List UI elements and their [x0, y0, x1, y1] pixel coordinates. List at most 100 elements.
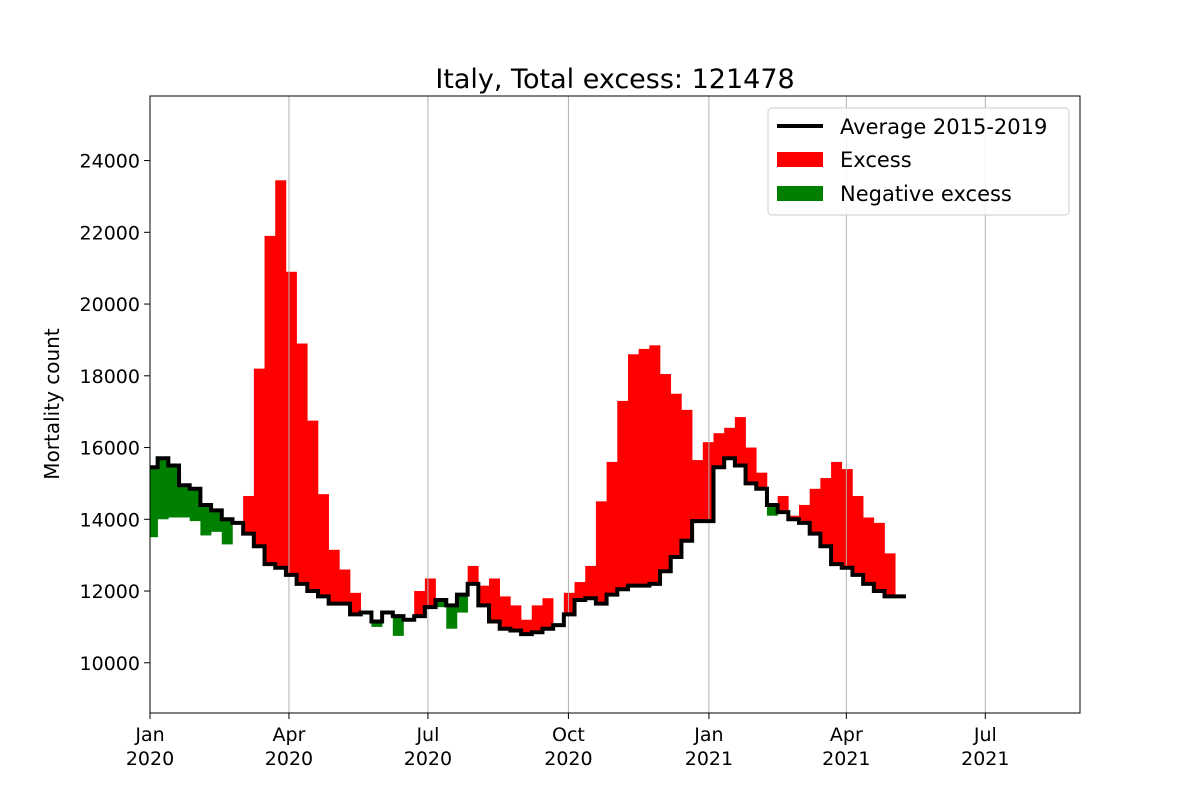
- excess-bar: [745, 447, 757, 484]
- excess-bar: [809, 488, 821, 534]
- legend-label-average: Average 2015-2019: [840, 115, 1047, 139]
- x-tick-label-year: 2020: [404, 748, 452, 770]
- x-tick-label-month: Apr: [830, 724, 863, 746]
- excess-bar: [884, 553, 896, 597]
- excess-bar: [521, 619, 533, 635]
- y-tick-label: 12000: [80, 581, 140, 603]
- x-tick-label-month: Apr: [273, 724, 306, 746]
- excess-bar: [670, 393, 682, 557]
- excess-bar: [296, 343, 308, 584]
- negative-excess-bar: [211, 510, 223, 532]
- x-tick-label-month: Jan: [693, 724, 723, 746]
- excess-bar: [627, 354, 639, 586]
- excess-bar: [264, 235, 276, 565]
- legend-swatch-excess: [777, 152, 823, 167]
- excess-bar: [863, 517, 875, 584]
- axis-ticks: 10000 12000 14000 16000 18000 20000 22000 24000…: [80, 151, 1010, 770]
- legend-label-negative-excess: Negative excess: [840, 182, 1012, 206]
- average-2015-2019-line: [150, 456, 906, 637]
- x-tick-label-year: 2021: [961, 748, 1009, 770]
- negative-excess-bar: [221, 519, 233, 545]
- bars-layer: [150, 180, 896, 636]
- legend-swatch-negative-excess: [777, 186, 823, 201]
- chart-title: Italy, Total excess: 121478: [435, 64, 794, 95]
- excess-bar: [595, 501, 607, 604]
- y-tick-label: 20000: [80, 294, 140, 316]
- excess-bar: [799, 504, 810, 523]
- excess-bar: [617, 400, 629, 590]
- negative-excess-bar: [456, 594, 468, 613]
- excess-bar: [841, 469, 853, 568]
- excess-bar: [285, 271, 297, 575]
- average-line-layer: [150, 456, 906, 637]
- excess-bar: [531, 605, 543, 633]
- excess-bar: [724, 427, 736, 459]
- x-tick-label-month: Jan: [134, 724, 164, 746]
- negative-excess-bar: [446, 605, 458, 629]
- negative-excess-bar: [435, 600, 447, 608]
- x-tick-label-year: 2021: [685, 748, 733, 770]
- excess-bar: [243, 495, 255, 534]
- excess-bar: [756, 472, 768, 489]
- excess-bar: [777, 495, 789, 513]
- excess-bar: [317, 494, 329, 597]
- excess-bar: [350, 592, 362, 615]
- excess-bar: [574, 582, 586, 601]
- x-tick-label-month: Jul: [973, 724, 997, 746]
- excess-bar: [831, 461, 843, 565]
- excess-bar: [606, 461, 618, 595]
- y-tick-label: 18000: [80, 366, 140, 388]
- excess-bar: [638, 348, 650, 586]
- excess-bar: [734, 417, 746, 466]
- plot-frame: [149, 95, 1081, 714]
- y-tick-label: 14000: [80, 509, 140, 531]
- x-tick-label-year: 2020: [265, 748, 313, 770]
- legend-box: [767, 107, 1070, 216]
- negative-excess-bar: [150, 467, 158, 538]
- excess-bar: [681, 409, 693, 541]
- y-tick-label: 10000: [80, 653, 140, 675]
- x-tick-label-year: 2020: [126, 748, 174, 770]
- y-tick-label: 24000: [80, 151, 140, 173]
- excess-bar: [873, 522, 885, 592]
- excess-bar: [328, 549, 340, 604]
- excess-bar: [489, 578, 500, 622]
- y-tick-label: 16000: [80, 438, 140, 460]
- legend: Average 2015-2019 Excess Negative excess: [767, 107, 1070, 216]
- excess-bar: [275, 180, 287, 568]
- excess-bar: [499, 596, 511, 629]
- x-tick-label-month: Oct: [552, 724, 585, 746]
- x-tick-label-year: 2020: [544, 748, 592, 770]
- excess-bar: [478, 585, 490, 606]
- negative-excess-bar: [766, 504, 778, 516]
- negative-excess-bar: [371, 621, 383, 627]
- negative-excess-bar: [392, 616, 404, 636]
- excess-bar: [585, 565, 597, 599]
- legend-label-excess: Excess: [840, 148, 912, 172]
- excess-bar: [510, 605, 522, 631]
- x-tick-label-year: 2021: [822, 748, 870, 770]
- y-axis-label: Mortality count: [40, 328, 64, 480]
- excess-bar: [649, 345, 661, 584]
- excess-bar: [563, 592, 575, 615]
- excess-bar: [692, 460, 704, 522]
- excess-bar: [820, 478, 832, 547]
- excess-bar: [467, 565, 479, 584]
- excess-bar: [339, 569, 351, 604]
- x-tick-label-month: Jul: [415, 724, 439, 746]
- negative-excess-bar: [200, 504, 212, 536]
- excess-bar: [852, 495, 864, 575]
- excess-bar: [307, 420, 319, 592]
- negative-excess-bar: [157, 458, 169, 520]
- excess-bar: [424, 578, 436, 608]
- negative-excess-bar: [189, 488, 201, 522]
- y-tick-label: 22000: [80, 222, 140, 244]
- excess-bar: [414, 591, 426, 617]
- excess-bar: [253, 368, 265, 547]
- excess-bar: [542, 598, 554, 629]
- excess-bar: [660, 374, 672, 572]
- excess-bar: [713, 433, 725, 468]
- excess-bar: [702, 442, 714, 522]
- negative-excess-bar: [179, 485, 190, 518]
